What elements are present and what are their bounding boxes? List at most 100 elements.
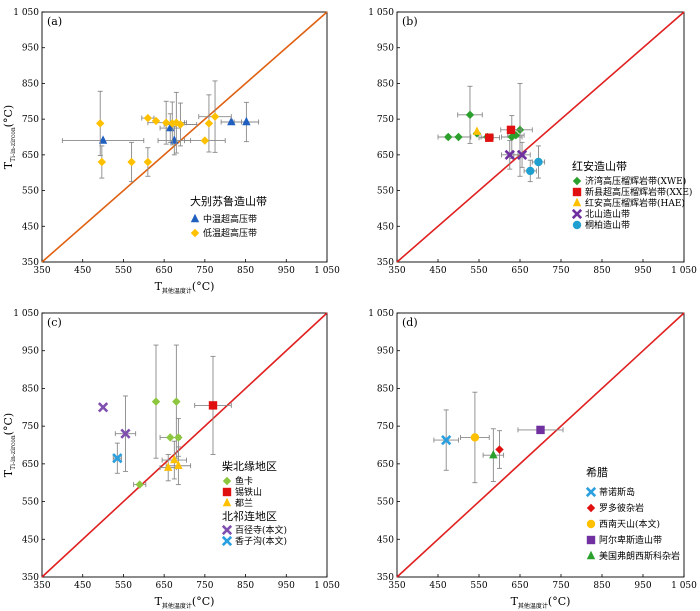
legend-marker bbox=[190, 213, 200, 223]
data-point bbox=[143, 157, 153, 167]
series-3 bbox=[501, 140, 531, 170]
data-point bbox=[227, 116, 236, 126]
legend-marker bbox=[222, 497, 232, 507]
y-tick-label: 750 bbox=[377, 422, 394, 432]
data-point bbox=[174, 433, 183, 442]
series-1 bbox=[495, 430, 504, 469]
legend-entry: 锡铁山 bbox=[235, 486, 262, 498]
data-point bbox=[97, 402, 109, 413]
series-1 bbox=[478, 125, 522, 142]
series-0 bbox=[61, 101, 260, 156]
x-tick-label: 850 bbox=[237, 581, 254, 591]
legend-title: 希腊 bbox=[586, 465, 608, 479]
data-point bbox=[127, 157, 136, 167]
legend-entry: 香子沟(本文) bbox=[235, 535, 287, 547]
data-point bbox=[454, 132, 463, 142]
x-tick-label: 550 bbox=[470, 581, 487, 591]
data-point bbox=[120, 428, 131, 439]
series-1 bbox=[96, 80, 232, 183]
y-tick-label: 350 bbox=[377, 258, 394, 268]
x-tick-label: 450 bbox=[74, 266, 91, 276]
data-point bbox=[151, 397, 161, 406]
y-tick-label: 1 050 bbox=[368, 309, 394, 319]
y-tick-label: 650 bbox=[377, 151, 394, 161]
y-tick-label: 850 bbox=[377, 384, 394, 394]
series-0 bbox=[433, 409, 459, 471]
legend-marker bbox=[586, 550, 596, 560]
x-tick-label: 350 bbox=[33, 581, 50, 591]
legend-entry: 鱼卡 bbox=[235, 475, 253, 487]
legend-marker bbox=[221, 524, 233, 536]
x-tick-label: 650 bbox=[511, 581, 528, 591]
plot-frame bbox=[41, 312, 328, 578]
data-point bbox=[506, 125, 516, 135]
reference-line bbox=[396, 11, 685, 263]
legend-entry: 中温超高压带 bbox=[203, 213, 257, 225]
x-tick-label: 350 bbox=[33, 266, 50, 276]
data-point bbox=[170, 454, 179, 464]
data-point bbox=[112, 453, 123, 464]
panel-label: (c) bbox=[47, 316, 62, 329]
y-tick-label: 1 050 bbox=[13, 309, 39, 319]
x-tick-label: 350 bbox=[388, 266, 405, 276]
x-tick-label: 350 bbox=[388, 581, 405, 591]
data-point bbox=[204, 119, 214, 128]
x-tick-label: 950 bbox=[634, 266, 651, 276]
x-tick-label: 450 bbox=[429, 266, 446, 276]
data-point bbox=[242, 116, 251, 126]
legend-entry: 红安高压榴辉岩带(HAE) bbox=[585, 197, 685, 209]
legend-entry: 罗多彼杂岩 bbox=[599, 502, 644, 514]
legend-marker bbox=[571, 208, 583, 220]
legend-entry: 都兰 bbox=[235, 497, 253, 509]
series-3 bbox=[97, 395, 137, 472]
x-tick-label: 1 050 bbox=[671, 581, 697, 591]
y-tick-label: 950 bbox=[22, 347, 39, 357]
panel-label: (a) bbox=[47, 15, 62, 28]
data-point bbox=[516, 149, 528, 160]
legend-title: 红安造山带 bbox=[572, 159, 627, 173]
data-point bbox=[164, 462, 173, 471]
data-point bbox=[507, 132, 516, 142]
legend-marker bbox=[586, 503, 596, 513]
data-point bbox=[472, 126, 482, 135]
x-tick-label: 650 bbox=[156, 266, 173, 276]
legend-marker bbox=[586, 519, 596, 529]
data-point bbox=[176, 120, 185, 129]
y-tick-label: 650 bbox=[22, 460, 39, 470]
legend-marker bbox=[572, 187, 582, 197]
legend: 红安造山带济湾高压榴辉岩带(XWE)新县超高压榴辉岩带(XXE)红安高压榴辉岩带… bbox=[571, 159, 692, 231]
panel-a: 350 450 550 650 750 850 950 1 050 350 450 550 650 75… bbox=[2, 8, 340, 295]
data-point bbox=[172, 118, 181, 127]
data-point bbox=[470, 433, 480, 442]
y-tick-label: 550 bbox=[22, 498, 39, 508]
data-point bbox=[536, 425, 545, 435]
y-tick-label: 950 bbox=[377, 44, 394, 54]
y-tick-label: 350 bbox=[22, 258, 39, 268]
x-axis-label: T其他温度计(°C) bbox=[155, 280, 215, 295]
x-tick-label: 750 bbox=[552, 581, 569, 591]
y-tick-label: 850 bbox=[22, 79, 39, 89]
plot-frame bbox=[41, 11, 328, 263]
data-point bbox=[143, 113, 153, 123]
data-point bbox=[174, 460, 183, 469]
legend-entry: 阿尔卑斯造山带 bbox=[599, 534, 662, 546]
y-tick-label: 750 bbox=[22, 422, 39, 432]
series-4 bbox=[523, 145, 546, 183]
legend-entry: 西南天山(本文) bbox=[599, 518, 660, 530]
legend-entry: 济湾高压榴辉岩带(XWE) bbox=[585, 175, 686, 187]
series-1 bbox=[194, 355, 232, 455]
panel-d: 350 450 550 650 750 850 950 1 050 350 450 550 650 75… bbox=[368, 309, 697, 610]
data-point bbox=[485, 133, 494, 142]
data-point bbox=[504, 149, 515, 160]
x-tick-label: 650 bbox=[511, 266, 528, 276]
x-axis-label: T其他温度计(°C) bbox=[511, 595, 571, 610]
plot-frame bbox=[396, 11, 685, 263]
legend-marker bbox=[222, 487, 232, 497]
panel-b: 350 450 550 650 750 850 950 1 050 350 450 550 650 75… bbox=[368, 8, 697, 276]
x-tick-label: 750 bbox=[196, 581, 213, 591]
data-point bbox=[511, 131, 521, 140]
data-point bbox=[170, 135, 179, 144]
series-2 bbox=[460, 391, 490, 484]
y-tick-label: 750 bbox=[377, 115, 394, 125]
